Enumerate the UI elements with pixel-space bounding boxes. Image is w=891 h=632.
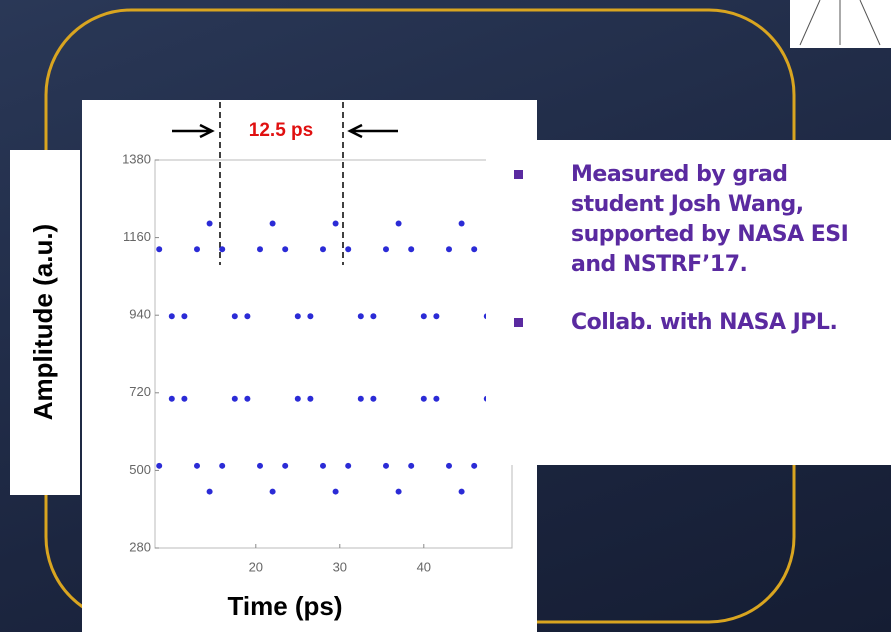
point [446, 246, 452, 253]
point [357, 395, 364, 402]
point [181, 313, 188, 320]
point [257, 462, 263, 469]
point [420, 313, 427, 320]
point [168, 313, 175, 320]
point [395, 220, 402, 227]
x-axis-title: Time (ps) [227, 591, 342, 621]
point [370, 395, 377, 402]
point [294, 313, 301, 320]
x-tick-label: 40 [417, 559, 431, 574]
point [332, 488, 339, 495]
x-tick-label: 20 [249, 559, 263, 574]
point [219, 246, 226, 253]
point [282, 462, 289, 469]
y-tick-label: 720 [129, 384, 151, 399]
point [383, 246, 389, 253]
x-tick-label: 30 [333, 559, 347, 574]
point [370, 313, 377, 320]
point [307, 395, 314, 402]
point [168, 395, 175, 402]
point [194, 246, 200, 253]
point [420, 395, 427, 402]
point [383, 462, 389, 469]
point [219, 462, 226, 469]
figure-sketch [799, 0, 881, 46]
bullet-list: Measured by grad student Josh Wang, supp… [506, 160, 871, 338]
point [332, 220, 339, 227]
point [357, 313, 364, 320]
point [181, 395, 188, 402]
annotation: 12.5 ps [249, 120, 313, 141]
point [206, 488, 213, 495]
point [156, 246, 163, 253]
point [471, 462, 478, 469]
point [282, 246, 289, 253]
point [269, 488, 276, 495]
point [294, 395, 301, 402]
point [458, 220, 465, 227]
point [194, 462, 200, 469]
arrow [347, 123, 398, 139]
point [156, 462, 163, 469]
point [244, 395, 251, 402]
point [433, 313, 440, 320]
y-axis-title: Amplitude (a.u.) [28, 224, 58, 420]
point [307, 313, 314, 320]
point [345, 246, 352, 253]
y-tick-label: 940 [129, 307, 151, 322]
point [471, 246, 478, 253]
point [345, 462, 352, 469]
plot-panel [82, 100, 537, 632]
point [244, 313, 251, 320]
point [446, 462, 452, 469]
point [257, 246, 263, 253]
point [433, 395, 440, 402]
bullet-box: Measured by grad student Josh Wang, supp… [486, 140, 891, 465]
point [458, 488, 465, 495]
point [408, 246, 415, 253]
point [231, 313, 238, 320]
y-tick-label: 280 [129, 539, 151, 554]
point [408, 462, 415, 469]
bullet: Collab. with NASA JPL. [506, 308, 871, 338]
arrow [172, 123, 215, 139]
y-tick-label: 500 [129, 462, 151, 477]
y-tick-label: 1380 [122, 151, 151, 166]
point [231, 395, 238, 402]
y-tick-label: 1160 [123, 229, 151, 244]
bullet: Measured by grad student Josh Wang, supp… [506, 160, 871, 280]
ylabel-box [10, 150, 80, 495]
point [320, 462, 326, 469]
point [320, 246, 326, 253]
point [395, 488, 402, 495]
point [269, 220, 276, 227]
point [206, 220, 213, 227]
